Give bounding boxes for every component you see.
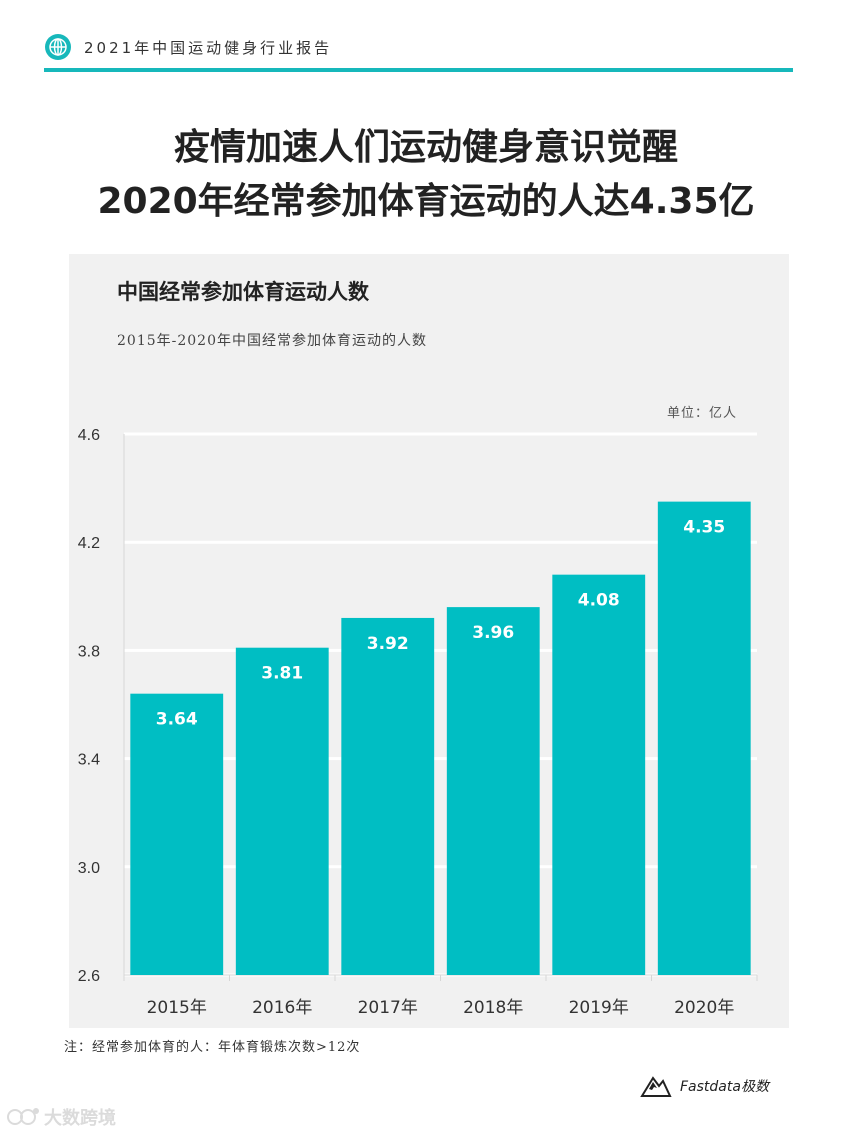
- bar-value-label: 3.92: [367, 634, 409, 654]
- bar-value-label: 4.08: [578, 591, 620, 611]
- mountain-logo-icon: [640, 1076, 672, 1097]
- bar-value-label: 3.81: [261, 664, 303, 684]
- y-tick-label: 3.8: [78, 643, 100, 660]
- bar-4: [446, 607, 540, 975]
- headline-line-2: 2020年经常参加体育运动的人达4.35亿: [97, 181, 755, 222]
- brand-logo: Fastdata极数: [640, 1072, 769, 1100]
- y-tick-label: 2.6: [78, 968, 100, 985]
- bar-1: [130, 693, 224, 975]
- globe-icon: [45, 34, 71, 60]
- x-category-label: 2016年: [252, 998, 312, 1018]
- watermark: 大数跨境: [6, 1104, 116, 1130]
- chart-subtitle: 2015年-2020年中国经常参加体育运动的人数: [117, 333, 427, 349]
- bar-5: [552, 574, 646, 975]
- bar-value-label: 3.64: [156, 710, 198, 730]
- bar-6: [657, 501, 751, 975]
- headline-line-1: 疫情加速人们运动健身意识觉醒: [173, 127, 678, 168]
- footnote: 注：经常参加体育的人：年体育锻炼次数>12次: [64, 1040, 361, 1055]
- brand-logo-text: Fastdata极数: [680, 1079, 769, 1095]
- header-divider: [44, 68, 793, 72]
- watermark-logo-icon: [7, 1108, 39, 1125]
- bar-chart: 2.6 3.0 3.4 3.8 4.2 4.6 3.64 2015年 3.81 2016年 3.92…: [78, 427, 758, 1018]
- chart-panel: 中国经常参加体育运动人数 2015年-2020年中国经常参加体育运动的人数 单位…: [69, 254, 789, 1028]
- x-category-label: 2017年: [358, 998, 418, 1018]
- y-tick-label: 3.0: [78, 860, 100, 877]
- chart-title: 中国经常参加体育运动人数: [117, 280, 369, 304]
- bar-2: [235, 647, 329, 975]
- x-category-label: 2019年: [569, 998, 629, 1018]
- unit-label: 单位：亿人: [666, 406, 737, 421]
- y-tick-label: 4.6: [78, 427, 100, 444]
- x-category-label: 2018年: [463, 998, 523, 1018]
- report-title: 2021年中国运动健身行业报告: [84, 38, 333, 57]
- watermark-text: 大数跨境: [44, 1108, 116, 1129]
- y-tick-label: 4.2: [78, 535, 100, 552]
- x-category-label: 2015年: [147, 998, 207, 1018]
- bar-value-label: 3.96: [472, 623, 514, 643]
- bar-3: [341, 617, 435, 975]
- x-category-label: 2020年: [674, 998, 734, 1018]
- bar-value-label: 4.35: [683, 518, 725, 538]
- report-header: 2021年中国运动健身行业报告: [44, 32, 332, 62]
- y-tick-label: 3.4: [78, 752, 100, 769]
